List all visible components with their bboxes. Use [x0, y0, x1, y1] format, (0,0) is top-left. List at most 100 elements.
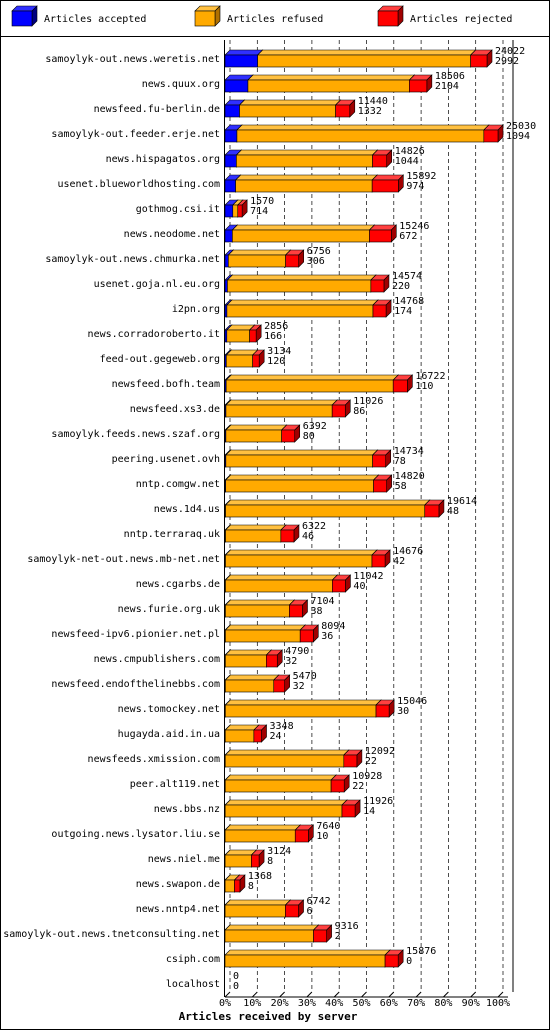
bar-segment	[224, 854, 252, 868]
bar-segment-top	[231, 224, 376, 231]
tick-mark	[224, 991, 231, 998]
legend-swatch	[194, 10, 216, 27]
total-label: 11926	[363, 796, 393, 807]
bar-segment	[236, 154, 373, 168]
accepted-label: 306	[307, 256, 325, 267]
accepted-label: 1332	[358, 106, 382, 117]
bar-segment-top	[227, 249, 292, 256]
bar-segment-top	[224, 799, 348, 806]
bar-segment	[225, 404, 333, 418]
accepted-label: 30	[397, 706, 409, 717]
bar-segment	[227, 279, 372, 293]
tick-mark	[497, 991, 504, 998]
x-tick-label: 90%	[462, 998, 480, 1009]
bar-segment	[225, 579, 333, 593]
accepted-label: 22	[365, 756, 377, 767]
bar-segment	[224, 229, 233, 243]
bar-segment	[224, 779, 332, 793]
bar-segment	[224, 729, 255, 743]
category-label: newsfeed.xs3.de	[130, 404, 220, 415]
bar-segment-top	[224, 849, 258, 856]
x-tick-label: 50%	[352, 998, 370, 1009]
category-label: newsfeed.endofthelinebbs.com	[51, 679, 220, 690]
total-label: 7640	[316, 821, 340, 832]
category-label: news.corradoroberto.it	[88, 329, 220, 340]
bar-segment-top	[371, 174, 405, 181]
bar-segment	[335, 104, 351, 118]
bar-segment	[373, 479, 387, 493]
category-label: news.hispagatos.org	[106, 154, 220, 165]
bar-segment	[331, 404, 346, 418]
accepted-label: 24	[270, 731, 282, 742]
category-label: peering.usenet.ovh	[112, 454, 220, 465]
bar-segment	[249, 329, 257, 343]
bar-segment	[225, 529, 282, 543]
accepted-label: 0	[233, 981, 239, 992]
bar-segment	[224, 204, 234, 218]
category-label: nntp.terraraq.uk	[124, 529, 220, 540]
total-label: 11042	[353, 571, 383, 582]
bar-segment	[313, 929, 327, 943]
bar-segment	[225, 429, 282, 443]
x-tick-label: 20%	[271, 998, 289, 1009]
bar-segment	[372, 454, 387, 468]
total-label: 11026	[353, 396, 383, 407]
bar-segment-top	[224, 574, 339, 581]
x-tick-label: 100%	[486, 998, 510, 1009]
category-label: peer.alt119.net	[130, 779, 220, 790]
accepted-label: 2	[335, 931, 341, 942]
total-label: 14826	[395, 146, 425, 157]
total-label: 2856	[264, 321, 288, 332]
category-label: news.swapon.de	[136, 879, 220, 890]
x-tick-label: 40%	[325, 998, 343, 1009]
bar-segment	[251, 854, 260, 868]
bar-segment-top	[225, 349, 259, 356]
bar-segment	[226, 354, 253, 368]
category-label: nntp.comgw.net	[136, 479, 220, 490]
accepted-label: 40	[353, 581, 365, 592]
bar-segment	[224, 104, 240, 118]
total-label: 8094	[321, 621, 345, 632]
bar-segment	[299, 629, 314, 643]
total-label: 1368	[248, 871, 272, 882]
bar-segment	[225, 654, 267, 668]
bar-segment	[226, 304, 374, 318]
category-label: csiph.com	[166, 954, 220, 965]
bar-segment	[225, 504, 426, 518]
accepted-label: 6	[307, 906, 313, 917]
bar-segment	[224, 179, 236, 193]
bar-segment	[224, 954, 386, 968]
accepted-label: 110	[415, 381, 433, 392]
bar-segment-top	[224, 649, 273, 656]
category-label: newsfeeds.xmission.com	[88, 754, 220, 765]
category-label: news.tomockey.net	[118, 704, 220, 715]
total-label: 4790	[285, 646, 309, 657]
tick-mark	[415, 991, 422, 998]
accepted-label: 672	[399, 231, 417, 242]
legend-label: Articles refused	[227, 14, 323, 25]
category-label: news.furie.org.uk	[118, 604, 220, 615]
bar-segment-top	[256, 49, 477, 56]
category-label: hugayda.aid.in.ua	[118, 729, 220, 740]
total-label: 6756	[307, 246, 331, 257]
bar-segment	[371, 554, 386, 568]
total-label: 11440	[358, 96, 388, 107]
bar-segment	[224, 929, 314, 943]
bar-segment-top	[225, 374, 399, 381]
bar-segment	[232, 204, 239, 218]
legend-label: Articles accepted	[44, 14, 146, 25]
bar-segment	[384, 954, 399, 968]
accepted-label: 1044	[395, 156, 419, 167]
tick-mark	[306, 991, 313, 998]
accepted-label: 14	[363, 806, 375, 817]
bar-segment	[252, 354, 260, 368]
bar-segment	[470, 54, 488, 68]
bar-segment	[224, 54, 258, 68]
total-label: 25030	[506, 121, 536, 132]
bar-segment-top	[224, 624, 306, 631]
accepted-label: 174	[394, 306, 412, 317]
category-label: samoylyk-out.feeder.erje.net	[51, 129, 220, 140]
category-label: samoylyk-out.news.weretis.net	[45, 54, 220, 65]
bar-segment-top	[224, 474, 380, 481]
bar-segment	[225, 679, 275, 693]
